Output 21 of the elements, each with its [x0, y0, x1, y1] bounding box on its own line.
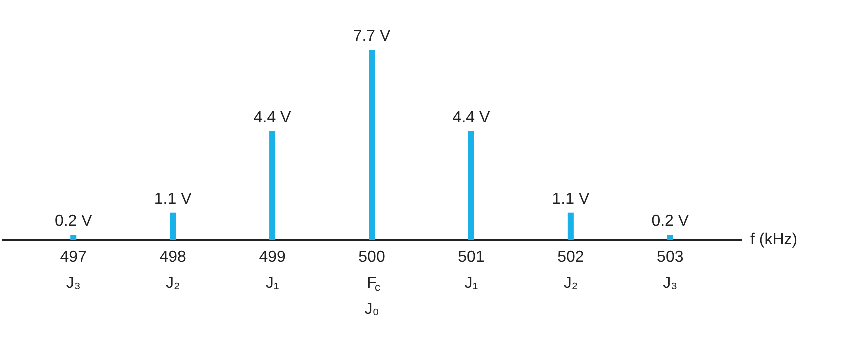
category-label: 502 J₂ — [558, 249, 584, 292]
bar — [468, 131, 474, 240]
bar — [667, 235, 674, 240]
x-axis-title: f (kHz) — [750, 232, 798, 248]
bar — [369, 50, 375, 240]
category-label: 503 J₃ — [657, 249, 684, 292]
bar — [70, 235, 77, 240]
category-label: 501 J₁ — [458, 249, 485, 292]
data-label: 4.4 V — [452, 109, 490, 126]
data-label: 7.7 V — [353, 28, 392, 45]
category-label: 498 J₂ — [160, 249, 186, 292]
data-label: 1.1 V — [552, 190, 590, 208]
bar — [270, 131, 276, 240]
bar — [170, 212, 176, 240]
data-label: 1.1 V — [154, 190, 192, 208]
category-label: 499 J₁ — [259, 249, 286, 292]
category-label: 497 J₃ — [60, 249, 87, 292]
data-label: 0.2 V — [652, 213, 690, 230]
data-label: 0.2 V — [54, 213, 93, 230]
bar — [568, 212, 574, 240]
data-label: 4.4 V — [254, 109, 292, 126]
